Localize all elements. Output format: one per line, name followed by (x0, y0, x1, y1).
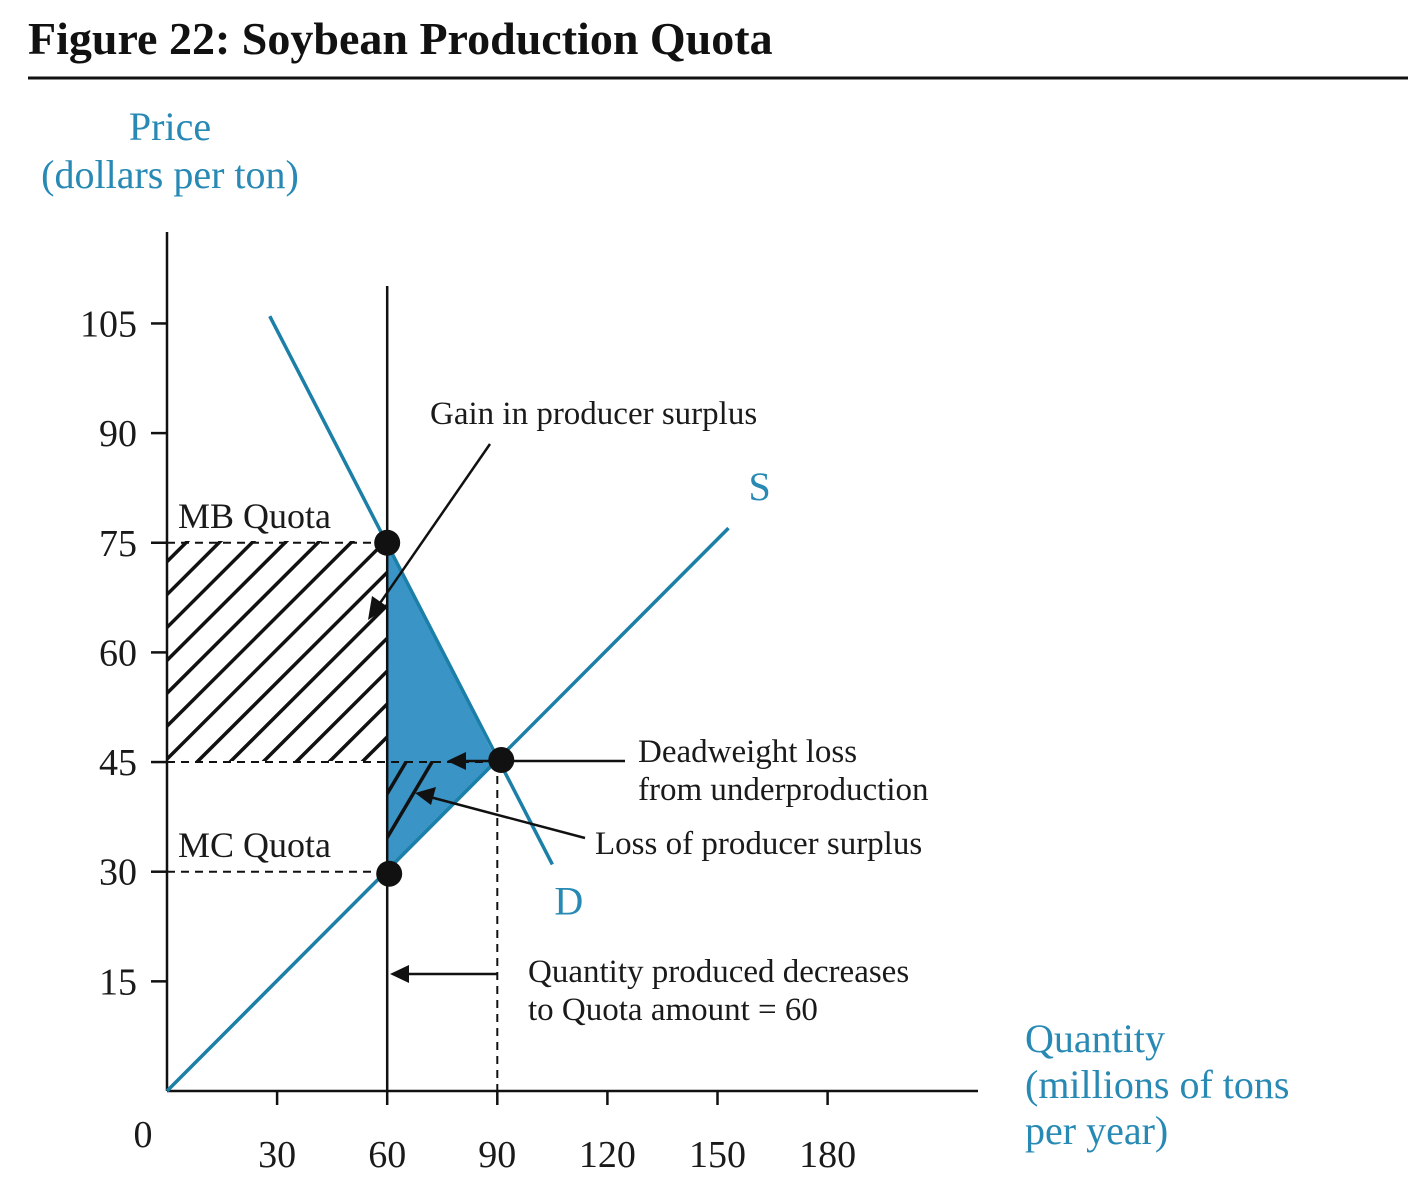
hatch-line (294, 668, 387, 761)
y-tick-label: 90 (99, 413, 137, 455)
x-tick-group: 30 60 90 120 150 180 (258, 1091, 856, 1176)
deadweight-loss-area (387, 542, 498, 872)
chart-title: Figure 22: Soybean Production Quota (28, 13, 773, 64)
x-tick-label: 30 (258, 1134, 296, 1176)
hatch-line (167, 541, 356, 729)
y-axis-title-line-1: Price (129, 104, 211, 149)
supply-curve-label: S (749, 464, 771, 509)
y-tick-group: 15 30 45 60 75 90 105 (80, 303, 167, 1003)
loss-producer-surplus-label: Loss of producer surplus (595, 826, 922, 862)
hatch-line (499, 642, 659, 912)
x-axis-title-line-2: (millions of tons (1025, 1062, 1289, 1107)
hatch-line (527, 523, 767, 762)
y-tick-label: 30 (99, 852, 137, 894)
y-axis-title-line-2: (dollars per ton) (41, 152, 299, 197)
x-tick-label: 60 (368, 1134, 406, 1176)
x-tick-label: 180 (799, 1134, 856, 1176)
quantity-note-line-1: Quantity produced decreases (528, 954, 909, 990)
hatch-line (327, 701, 387, 761)
hatch-line (195, 570, 387, 761)
hatch-line (167, 541, 257, 630)
hatch-line (0, 523, 107, 762)
hatch-line (461, 523, 701, 762)
hatch-line (387, 761, 448, 870)
y-tick-label: 15 (99, 961, 137, 1003)
hatch-line (167, 541, 323, 696)
x-axis-title-line-3: per year) (1025, 1108, 1168, 1153)
x-tick-label: 90 (478, 1134, 516, 1176)
hatch-line (560, 523, 800, 762)
x-tick-label: 120 (579, 1134, 636, 1176)
hatch-line (261, 635, 387, 761)
hatch-line (387, 761, 448, 870)
deadweight-loss-label-line-2: from underproduction (638, 772, 929, 808)
hatch-line (228, 603, 387, 761)
hatch-line (0, 523, 173, 762)
x-axis-title-line-1: Quantity (1025, 1016, 1165, 1061)
gain-producer-surplus-label: Gain in producer surplus (430, 396, 757, 432)
mb-quota-point (374, 529, 401, 556)
mc-quota-point (376, 860, 403, 887)
hatch-line (167, 541, 387, 761)
mc-quota-label: MC Quota (178, 825, 331, 865)
loss-producer-surplus-arrow (415, 787, 586, 840)
y-tick-label: 105 (80, 303, 137, 345)
hatch-line (167, 541, 290, 663)
quantity-note-line-2: to Quota amount = 60 (528, 992, 818, 1028)
gain-hatch-region (0, 523, 833, 762)
quantity-decrease-arrow (390, 965, 497, 983)
y-tick-label: 45 (99, 742, 137, 784)
y-tick-label: 60 (99, 632, 137, 674)
deadweight-loss-label-line-1: Deadweight loss (638, 734, 857, 770)
mb-quota-label: MB Quota (178, 496, 331, 536)
supply-curve (165, 526, 730, 1093)
hatch-line (167, 541, 224, 598)
x-tick-label: 150 (689, 1134, 746, 1176)
origin-label: 0 (134, 1114, 153, 1156)
y-tick-label: 75 (99, 523, 137, 565)
demand-curve (268, 315, 554, 866)
deadweight-loss-arrow (447, 752, 625, 770)
hatch-line (593, 523, 833, 762)
demand-curve-label: D (554, 878, 583, 923)
gain-arrow (368, 443, 492, 620)
